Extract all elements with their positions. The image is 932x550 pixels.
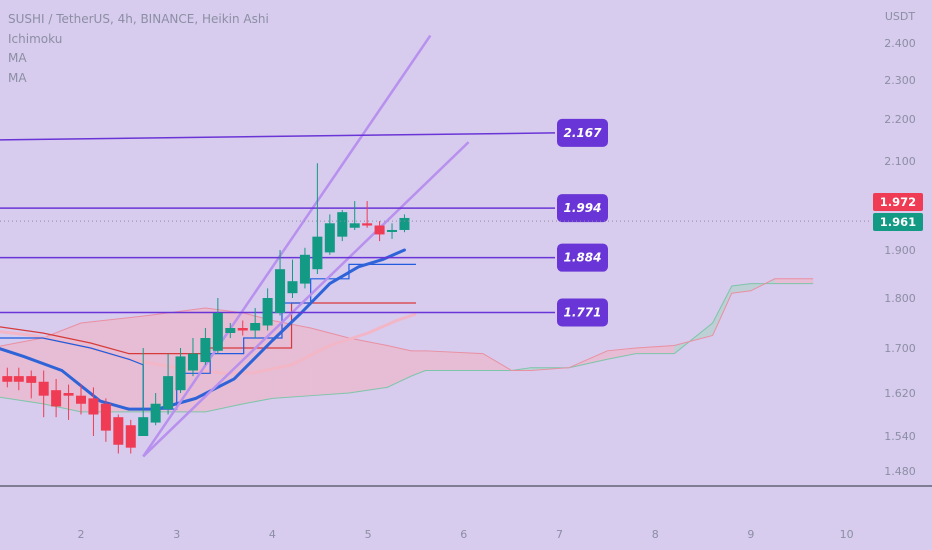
chart-legend: SUSHI / TetherUS, 4h, BINANCE, Heikin As… xyxy=(8,10,269,88)
indicator-ichimoku[interactable]: Ichimoku xyxy=(8,31,63,46)
candle xyxy=(299,247,310,289)
cloud-segment xyxy=(425,350,483,371)
indicator-ma-1[interactable]: MA xyxy=(8,51,27,65)
candle xyxy=(262,288,273,331)
price-tag-value: 1.972 xyxy=(880,195,916,209)
candle xyxy=(51,378,62,418)
cloud-segment xyxy=(774,278,814,284)
price-tag-value: 1.961 xyxy=(880,215,916,229)
cloud-span-a xyxy=(0,283,814,413)
candle xyxy=(88,387,99,436)
x-tick-label: 2 xyxy=(78,528,85,541)
candle xyxy=(125,419,136,454)
y-tick-label: 1.620 xyxy=(884,387,916,400)
candle xyxy=(26,370,37,399)
y-tick-label: 2.400 xyxy=(884,37,916,50)
candle xyxy=(100,398,111,442)
level-tag-2.167[interactable]: 2.167 xyxy=(557,118,608,147)
x-tick-label: 9 xyxy=(747,528,754,541)
symbol-title[interactable]: SUSHI / TetherUS, 4h, BINANCE, Heikin As… xyxy=(8,12,269,26)
y-tick-label: 2.300 xyxy=(884,74,916,87)
candle xyxy=(237,320,248,336)
indicator-ma-2[interactable]: MA xyxy=(8,70,27,85)
cloud-segment xyxy=(81,315,148,412)
candle xyxy=(63,384,74,420)
candle xyxy=(225,323,236,338)
level-value: 1.771 xyxy=(564,306,602,320)
y-axis-unit: USDT xyxy=(885,10,916,23)
candle xyxy=(113,414,124,454)
candle xyxy=(2,367,13,388)
candle xyxy=(287,259,298,298)
candle xyxy=(13,367,24,391)
y-tick-label: 1.800 xyxy=(884,292,916,305)
candle xyxy=(175,348,186,393)
x-tick-label: 5 xyxy=(365,528,372,541)
level-value: 1.884 xyxy=(564,251,602,265)
trend-channel xyxy=(142,34,470,458)
level-line-2.167 xyxy=(0,132,556,141)
time-axis[interactable]: 2 3 4 5 6 7 8 9 10 xyxy=(0,485,932,541)
level-tag-1.771[interactable]: 1.771 xyxy=(557,298,608,327)
candle xyxy=(200,328,211,365)
candle xyxy=(387,223,398,239)
y-tick-label: 1.480 xyxy=(884,465,916,478)
horizontal-levels: 2.167 1.994 1.884 1.771 xyxy=(0,118,608,327)
cloud-segment xyxy=(348,338,388,393)
cloud-segment xyxy=(243,313,273,404)
cloud-segment xyxy=(731,283,751,294)
candle xyxy=(212,298,223,354)
level-tag-1.994[interactable]: 1.994 xyxy=(557,194,608,223)
candle xyxy=(38,370,49,418)
cloud-segment xyxy=(42,323,81,412)
y-tick-label: 2.100 xyxy=(884,155,916,168)
candle xyxy=(275,250,286,316)
cloud-segment xyxy=(712,286,732,336)
candle xyxy=(399,214,410,233)
candle xyxy=(374,221,385,242)
cloud-segment xyxy=(272,320,311,399)
y-tick-label: 2.200 xyxy=(884,113,916,126)
x-tick-label: 10 xyxy=(840,528,854,541)
cloud-segment xyxy=(310,328,349,396)
cloud-segment xyxy=(205,308,244,412)
level-tag-1.884[interactable]: 1.884 xyxy=(557,243,608,272)
candle xyxy=(324,214,335,255)
channel-line-2 xyxy=(142,141,470,458)
candle xyxy=(349,201,360,230)
price-tag-1.972: 1.972 xyxy=(873,193,923,211)
price-tag-1.961: 1.961 xyxy=(873,213,923,231)
cloud-segment xyxy=(607,348,637,360)
level-value: 2.167 xyxy=(564,126,603,140)
cloud-span-b xyxy=(0,278,814,371)
x-tick-label: 6 xyxy=(460,528,467,541)
level-value: 1.994 xyxy=(564,201,602,215)
cloud-segment xyxy=(387,345,412,388)
candle xyxy=(187,338,198,377)
candle xyxy=(250,308,261,338)
y-tick-label: 1.700 xyxy=(884,342,916,355)
candle xyxy=(362,201,373,228)
cloud-segment xyxy=(411,350,426,377)
price-tags: 1.972 1.961 xyxy=(0,193,923,231)
x-tick-label: 3 xyxy=(173,528,180,541)
candles xyxy=(2,163,410,454)
candle xyxy=(163,353,174,415)
candle xyxy=(76,384,86,415)
x-tick-label: 7 xyxy=(556,528,563,541)
cloud-segment xyxy=(0,338,43,404)
x-tick-label: 8 xyxy=(652,528,659,541)
candle xyxy=(150,393,161,426)
candle xyxy=(138,348,149,436)
ichimoku-cloud xyxy=(0,278,814,413)
y-tick-label: 1.900 xyxy=(884,244,916,257)
x-tick-label: 4 xyxy=(269,528,276,541)
channel-line-1 xyxy=(142,34,432,458)
price-axis[interactable]: USDT 2.400 2.300 2.200 2.100 1.900 1.800 1.700 1… xyxy=(884,10,916,478)
y-tick-label: 1.540 xyxy=(884,430,916,443)
candle xyxy=(337,209,348,242)
candle xyxy=(312,163,323,274)
